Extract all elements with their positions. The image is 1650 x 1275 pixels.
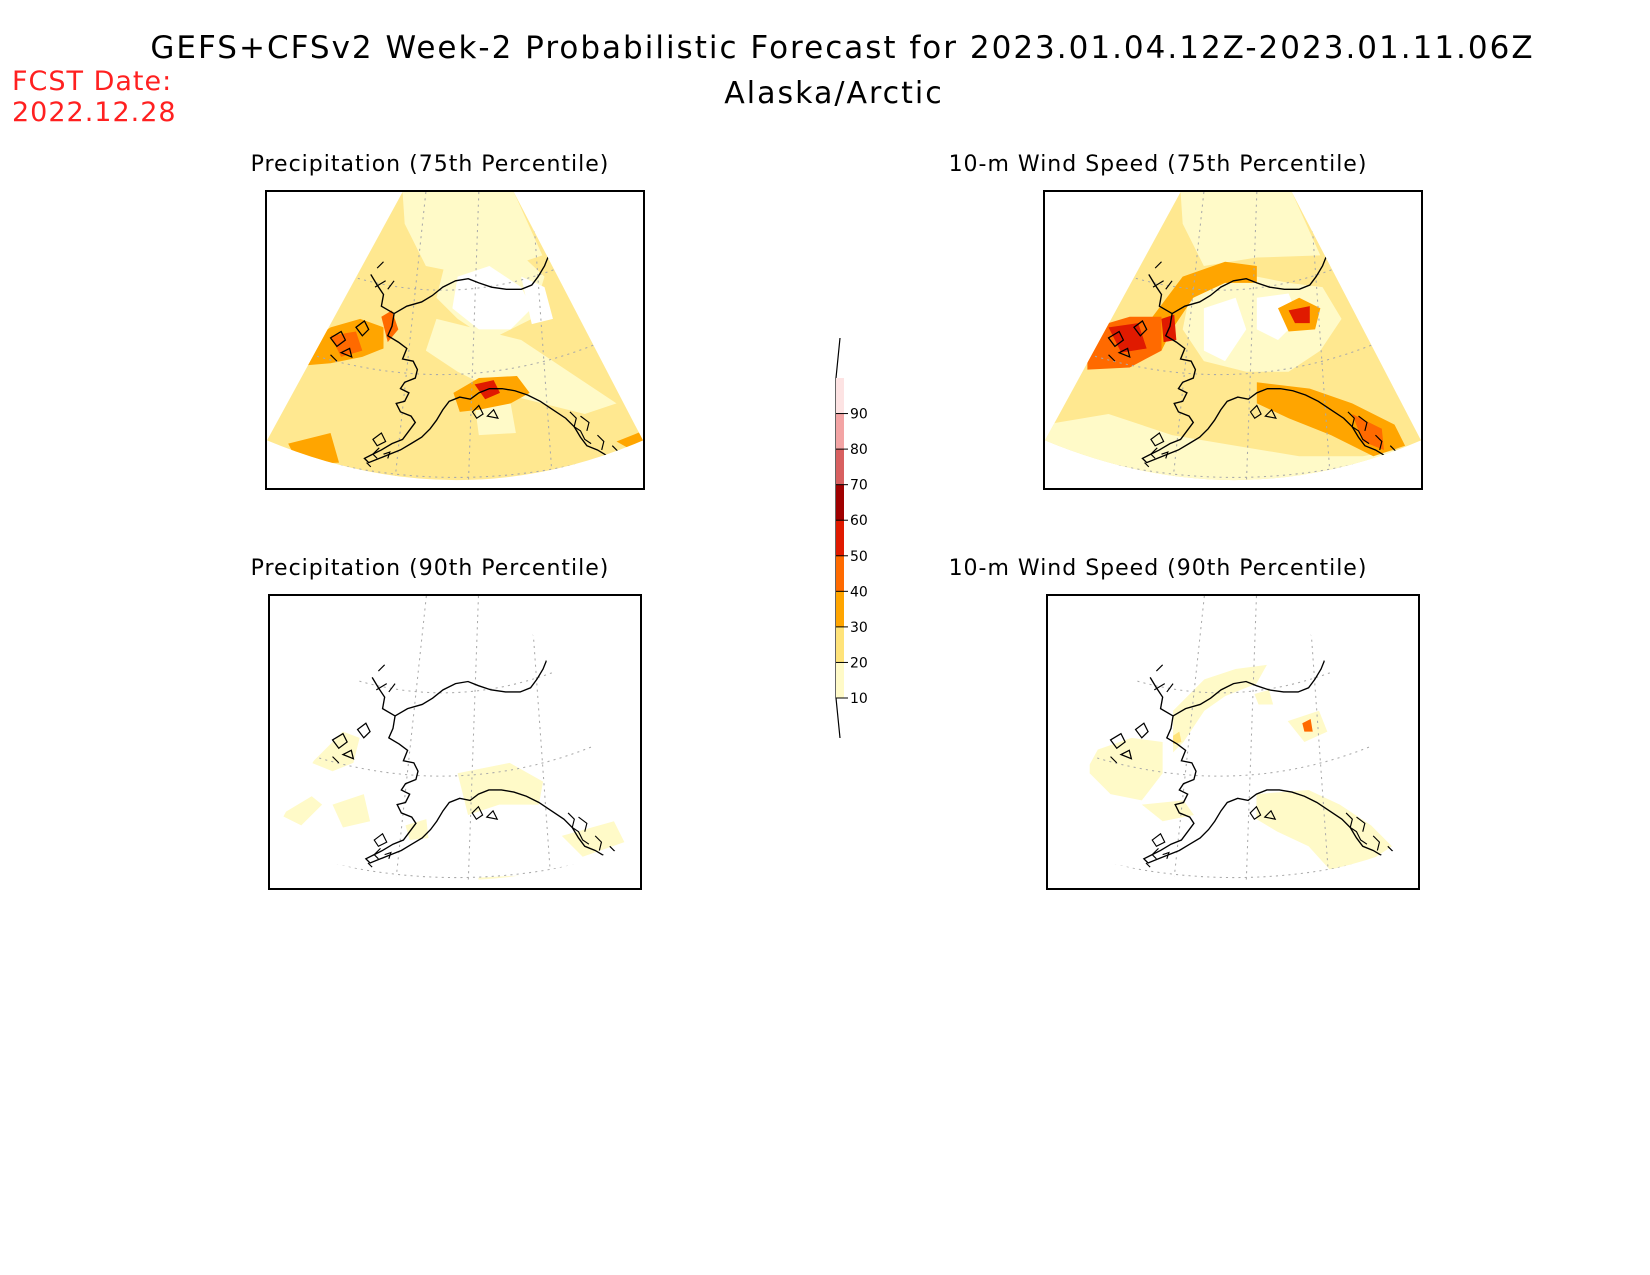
colorbar-swatch xyxy=(836,626,844,663)
colorbar-swatch xyxy=(836,591,844,627)
colorbar-swatch xyxy=(836,449,844,485)
colorbar-tick-label: 90 xyxy=(850,407,868,423)
map-precip-90 xyxy=(268,594,642,890)
colorbar: 10 20 30 40 50 60 70 80 90 xyxy=(835,338,868,738)
map-precip-75 xyxy=(265,190,645,490)
forecast-date-value: 2022.12.28 xyxy=(12,97,177,128)
page-title: GEFS+CFSv2 Week-2 Probabilistic Forecast… xyxy=(150,30,1535,66)
forecast-date-block: FCST Date: 2022.12.28 xyxy=(12,66,177,128)
forecast-date-label: FCST Date: xyxy=(12,66,173,97)
colorbar-tick-label: 20 xyxy=(850,655,868,671)
colorbar-tick-label: 70 xyxy=(850,478,868,494)
region-subtitle: Alaska/Arctic xyxy=(724,76,944,111)
panel-title-precip-90: Precipitation (90th Percentile) xyxy=(250,556,610,581)
colorbar-tick-label: 80 xyxy=(850,442,868,458)
colorbar-swatch xyxy=(836,378,844,414)
colorbar-tick-label: 30 xyxy=(850,620,868,636)
colorbar-swatch xyxy=(836,520,844,556)
colorbar-swatch xyxy=(836,484,844,521)
map-wind-75 xyxy=(1043,190,1423,490)
colorbar-swatch xyxy=(836,413,844,450)
colorbar-tick-label: 50 xyxy=(850,549,868,565)
colorbar-swatch xyxy=(836,662,844,698)
colorbar-tick-label: 10 xyxy=(850,691,868,707)
colorbar-tick-label: 60 xyxy=(850,513,868,529)
panel-title-wind-90: 10-m Wind Speed (90th Percentile) xyxy=(948,556,1368,581)
panel-title-wind-75: 10-m Wind Speed (75th Percentile) xyxy=(948,152,1368,177)
colorbar-swatch xyxy=(836,555,844,592)
panel-title-precip-75: Precipitation (75th Percentile) xyxy=(250,152,610,177)
colorbar-tick-label: 40 xyxy=(850,584,868,600)
map-wind-90 xyxy=(1046,594,1420,890)
